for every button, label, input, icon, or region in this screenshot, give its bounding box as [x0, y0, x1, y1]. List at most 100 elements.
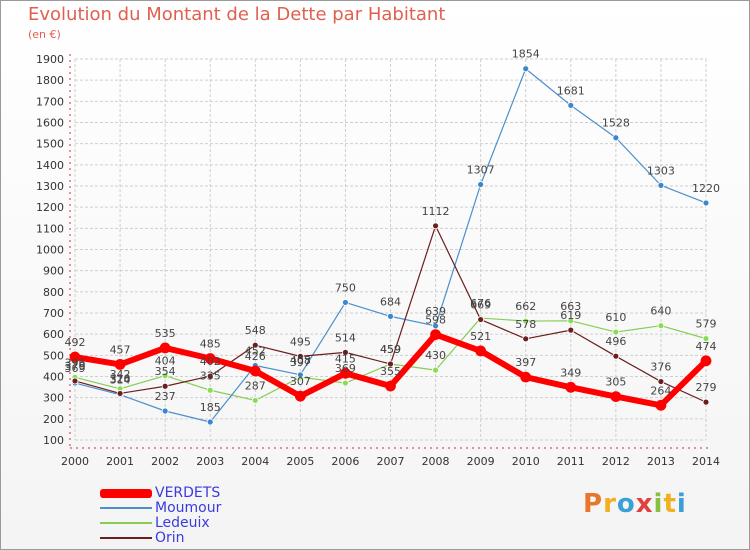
data-point-moumour: [702, 199, 710, 207]
data-point-orin: [567, 326, 575, 334]
data-label-ledeuix: 676: [470, 297, 491, 310]
data-point-moumour: [522, 65, 530, 73]
data-label-moumour: 185: [200, 401, 221, 414]
data-label-verdets: 426: [245, 350, 266, 363]
data-label-orin: 548: [245, 324, 266, 337]
line-chart: 100 200 300 400 500 600 700 800 900 1000 1100 1200 1…: [36, 48, 720, 468]
data-point-verdets: [475, 345, 487, 357]
data-label-orin: 619: [560, 309, 581, 322]
data-label-moumour: 1681: [557, 84, 585, 97]
data-label-orin: 320: [110, 372, 131, 385]
legend-label-moumour: Moumour: [155, 500, 222, 516]
data-point-verdets: [294, 390, 306, 402]
data-point-moumour: [612, 134, 620, 142]
chart-subtitle: (en €): [28, 28, 61, 41]
data-point-verdets: [69, 351, 81, 363]
legend-swatch-moumour: [100, 507, 152, 509]
data-label-moumour: 684: [380, 295, 401, 308]
data-point-moumour: [161, 407, 169, 415]
data-point-ledeuix: [567, 317, 575, 325]
data-point-orin: [432, 222, 439, 230]
data-label-ledeuix: 663: [560, 300, 581, 313]
data-point-moumour: [432, 322, 439, 330]
y-tick-label: 1600: [36, 117, 64, 130]
data-label-orin: 669: [470, 299, 491, 312]
data-label-ledeuix: 369: [335, 362, 356, 375]
x-tick-label: 2010: [512, 455, 540, 468]
data-label-verdets: 349: [560, 366, 581, 379]
data-point-ledeuix: [206, 386, 214, 394]
data-point-orin: [387, 360, 394, 368]
data-point-orin: [206, 372, 214, 380]
data-label-orin: 402: [200, 355, 221, 368]
data-point-orin: [296, 352, 304, 360]
y-tick-label: 200: [43, 413, 64, 426]
data-point-ledeuix: [432, 366, 439, 374]
x-tick-label: 2012: [602, 455, 630, 468]
data-point-verdets: [610, 391, 622, 403]
data-label-orin: 578: [515, 318, 536, 331]
data-label-moumour: 1307: [467, 164, 495, 177]
data-label-orin: 376: [650, 361, 671, 374]
logo-letter: i: [676, 489, 687, 519]
data-point-ledeuix: [251, 397, 259, 404]
logo-letter: t: [663, 489, 677, 519]
data-label-orin: 495: [290, 335, 311, 348]
data-label-moumour: 1854: [512, 48, 540, 61]
logo-letter: r: [603, 489, 617, 519]
x-tick-label: 2011: [557, 455, 585, 468]
x-tick-label: 2006: [331, 455, 359, 468]
data-label-verdets: 415: [335, 352, 356, 365]
legend-label-verdets: VERDETS: [155, 485, 221, 501]
data-point-ledeuix: [342, 379, 349, 387]
x-tick-label: 2003: [196, 455, 224, 468]
y-tick-label: 400: [43, 371, 64, 384]
y-tick-label: 300: [43, 392, 64, 405]
x-tick-label: 2007: [377, 455, 405, 468]
data-label-ledeuix: 397: [290, 356, 311, 369]
data-label-moumour: 314: [110, 374, 131, 387]
y-tick-label: 1500: [36, 138, 64, 151]
y-tick-label: 800: [43, 286, 64, 299]
data-point-orin: [612, 352, 620, 360]
data-label-ledeuix: 430: [425, 349, 446, 362]
data-point-ledeuix: [702, 335, 710, 343]
y-tick-label: 1300: [36, 180, 64, 193]
logo-letter: x: [635, 489, 654, 519]
logo-letter: i: [653, 489, 664, 519]
data-label-verdets: 474: [696, 340, 717, 353]
data-point-orin: [71, 377, 79, 385]
data-label-moumour: 237: [155, 390, 176, 403]
data-label-moumour: 1220: [692, 182, 720, 195]
data-point-verdets: [385, 380, 396, 392]
data-point-ledeuix: [161, 372, 169, 380]
data-label-ledeuix: 610: [605, 311, 626, 324]
data-point-orin: [477, 316, 485, 323]
data-label-moumour: 1303: [647, 164, 675, 177]
data-point-moumour: [657, 181, 665, 189]
data-label-moumour: 639: [425, 305, 446, 318]
data-point-ledeuix: [522, 317, 530, 325]
logo-letter: o: [616, 489, 636, 519]
data-label-ledeuix: 662: [515, 300, 536, 313]
data-label-ledeuix: 287: [245, 379, 266, 392]
x-tick-label: 2008: [422, 455, 450, 468]
data-label-orin: 459: [380, 343, 401, 356]
y-tick-label: 100: [43, 434, 64, 447]
data-point-moumour: [477, 181, 485, 188]
data-label-verdets: 457: [110, 343, 131, 356]
data-label-moumour: 452: [245, 344, 266, 357]
x-tick-label: 2013: [647, 455, 675, 468]
x-tick-label: 2014: [692, 455, 720, 468]
data-label-verdets: 598: [425, 314, 446, 327]
x-tick-label: 2004: [241, 455, 269, 468]
x-tick-label: 2001: [106, 455, 134, 468]
data-point-moumour: [206, 418, 214, 426]
y-tick-label: 1100: [36, 222, 64, 235]
y-tick-label: 900: [43, 265, 64, 278]
data-label-verdets: 485: [200, 338, 221, 351]
data-point-orin: [161, 382, 169, 390]
data-label-ledeuix: 342: [110, 368, 131, 381]
data-point-orin: [342, 348, 349, 356]
